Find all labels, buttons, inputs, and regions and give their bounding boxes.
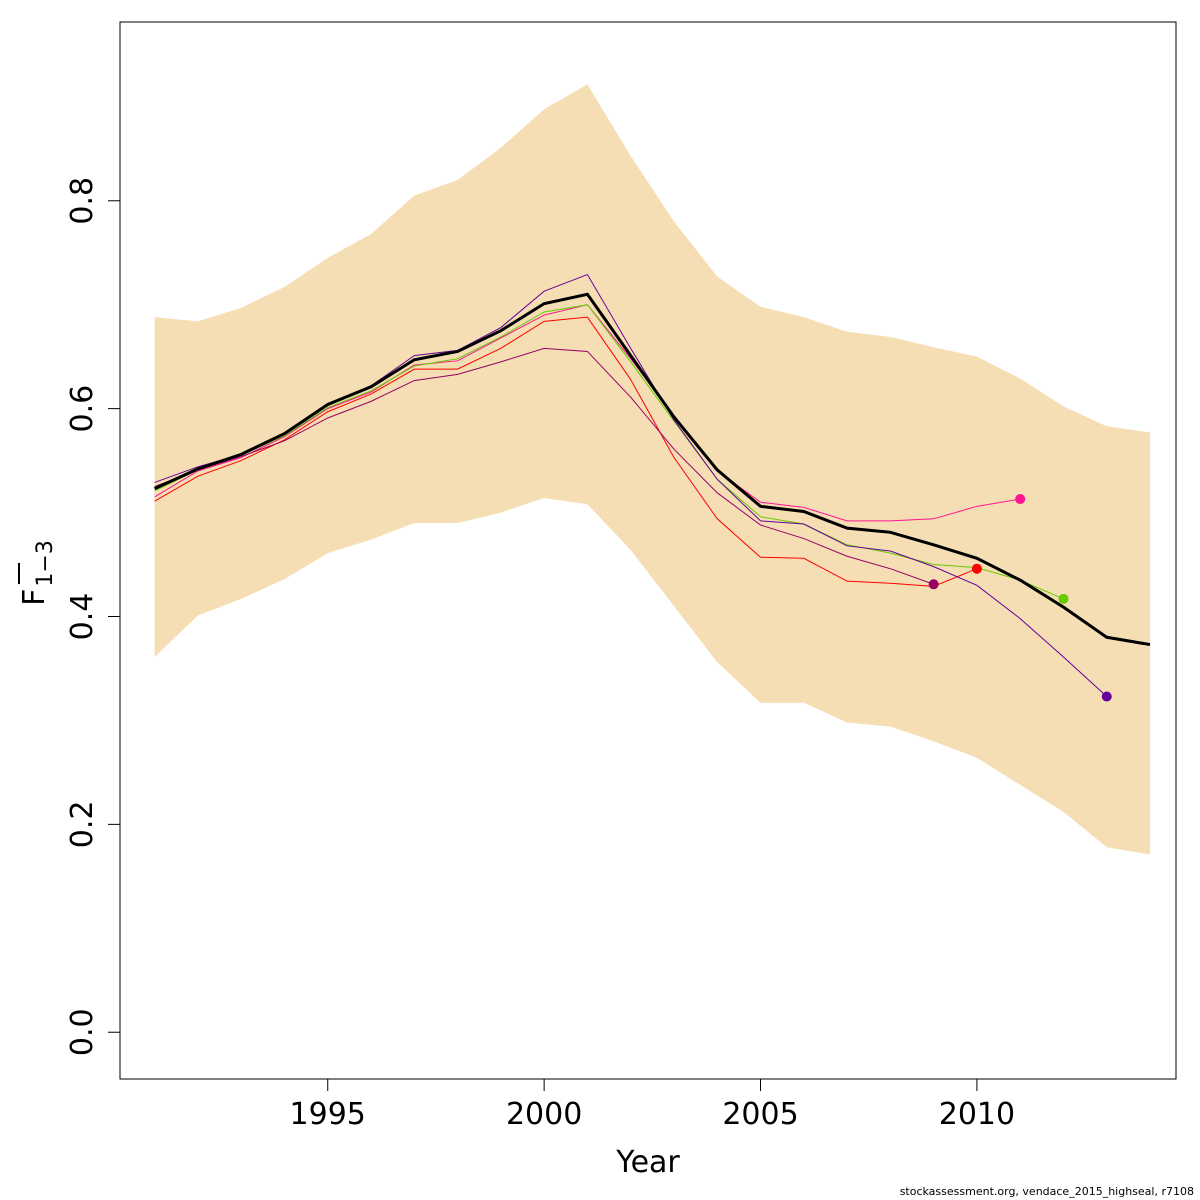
y-tick-label: 0.0 [65, 1008, 100, 1056]
main-series-line [154, 292, 1151, 647]
confidence-band [154, 84, 1151, 855]
x-tick-label: 1995 [290, 1097, 366, 1132]
x-tick-label: 2000 [506, 1097, 582, 1132]
retro-series-endpoint-1 [1015, 494, 1026, 505]
y-tick-label: 0.2 [65, 801, 100, 849]
main-series-layer [154, 292, 1151, 647]
y-axis-title: F 1−3 [17, 540, 58, 606]
retro-series-endpoint-4 [1058, 593, 1069, 604]
x-axis-title: Year [615, 1145, 680, 1180]
plot-frame [119, 21, 1177, 1080]
y-axis-title-base: F [17, 589, 52, 606]
x-tick-label: 2005 [722, 1097, 798, 1132]
y-axis: 0.0 0.2 0.4 0.6 0.8 [65, 177, 120, 1056]
svg-text:F1−3: F 1−3 [17, 540, 58, 606]
y-tick-label: 0.6 [65, 385, 100, 433]
confidence-band-layer [154, 84, 1151, 855]
retro-endpoints-layer [928, 494, 1112, 702]
x-tick-label: 2010 [939, 1097, 1015, 1132]
retro-series-line-3 [154, 347, 934, 585]
retro-series-line-2 [154, 316, 978, 587]
retro-series-endpoint-2 [971, 563, 982, 574]
y-tick-label: 0.8 [65, 177, 100, 225]
footer-source-text: stockassessment.org, vendace_2015_highse… [899, 1185, 1194, 1198]
retro-series-endpoint-5 [1101, 691, 1112, 702]
x-axis: 1995 2000 2005 2010 [290, 1079, 1015, 1132]
retro-series-endpoint-3 [928, 579, 939, 590]
y-tick-label: 0.4 [65, 593, 100, 641]
y-axis-title-sub: 1−3 [33, 540, 58, 586]
